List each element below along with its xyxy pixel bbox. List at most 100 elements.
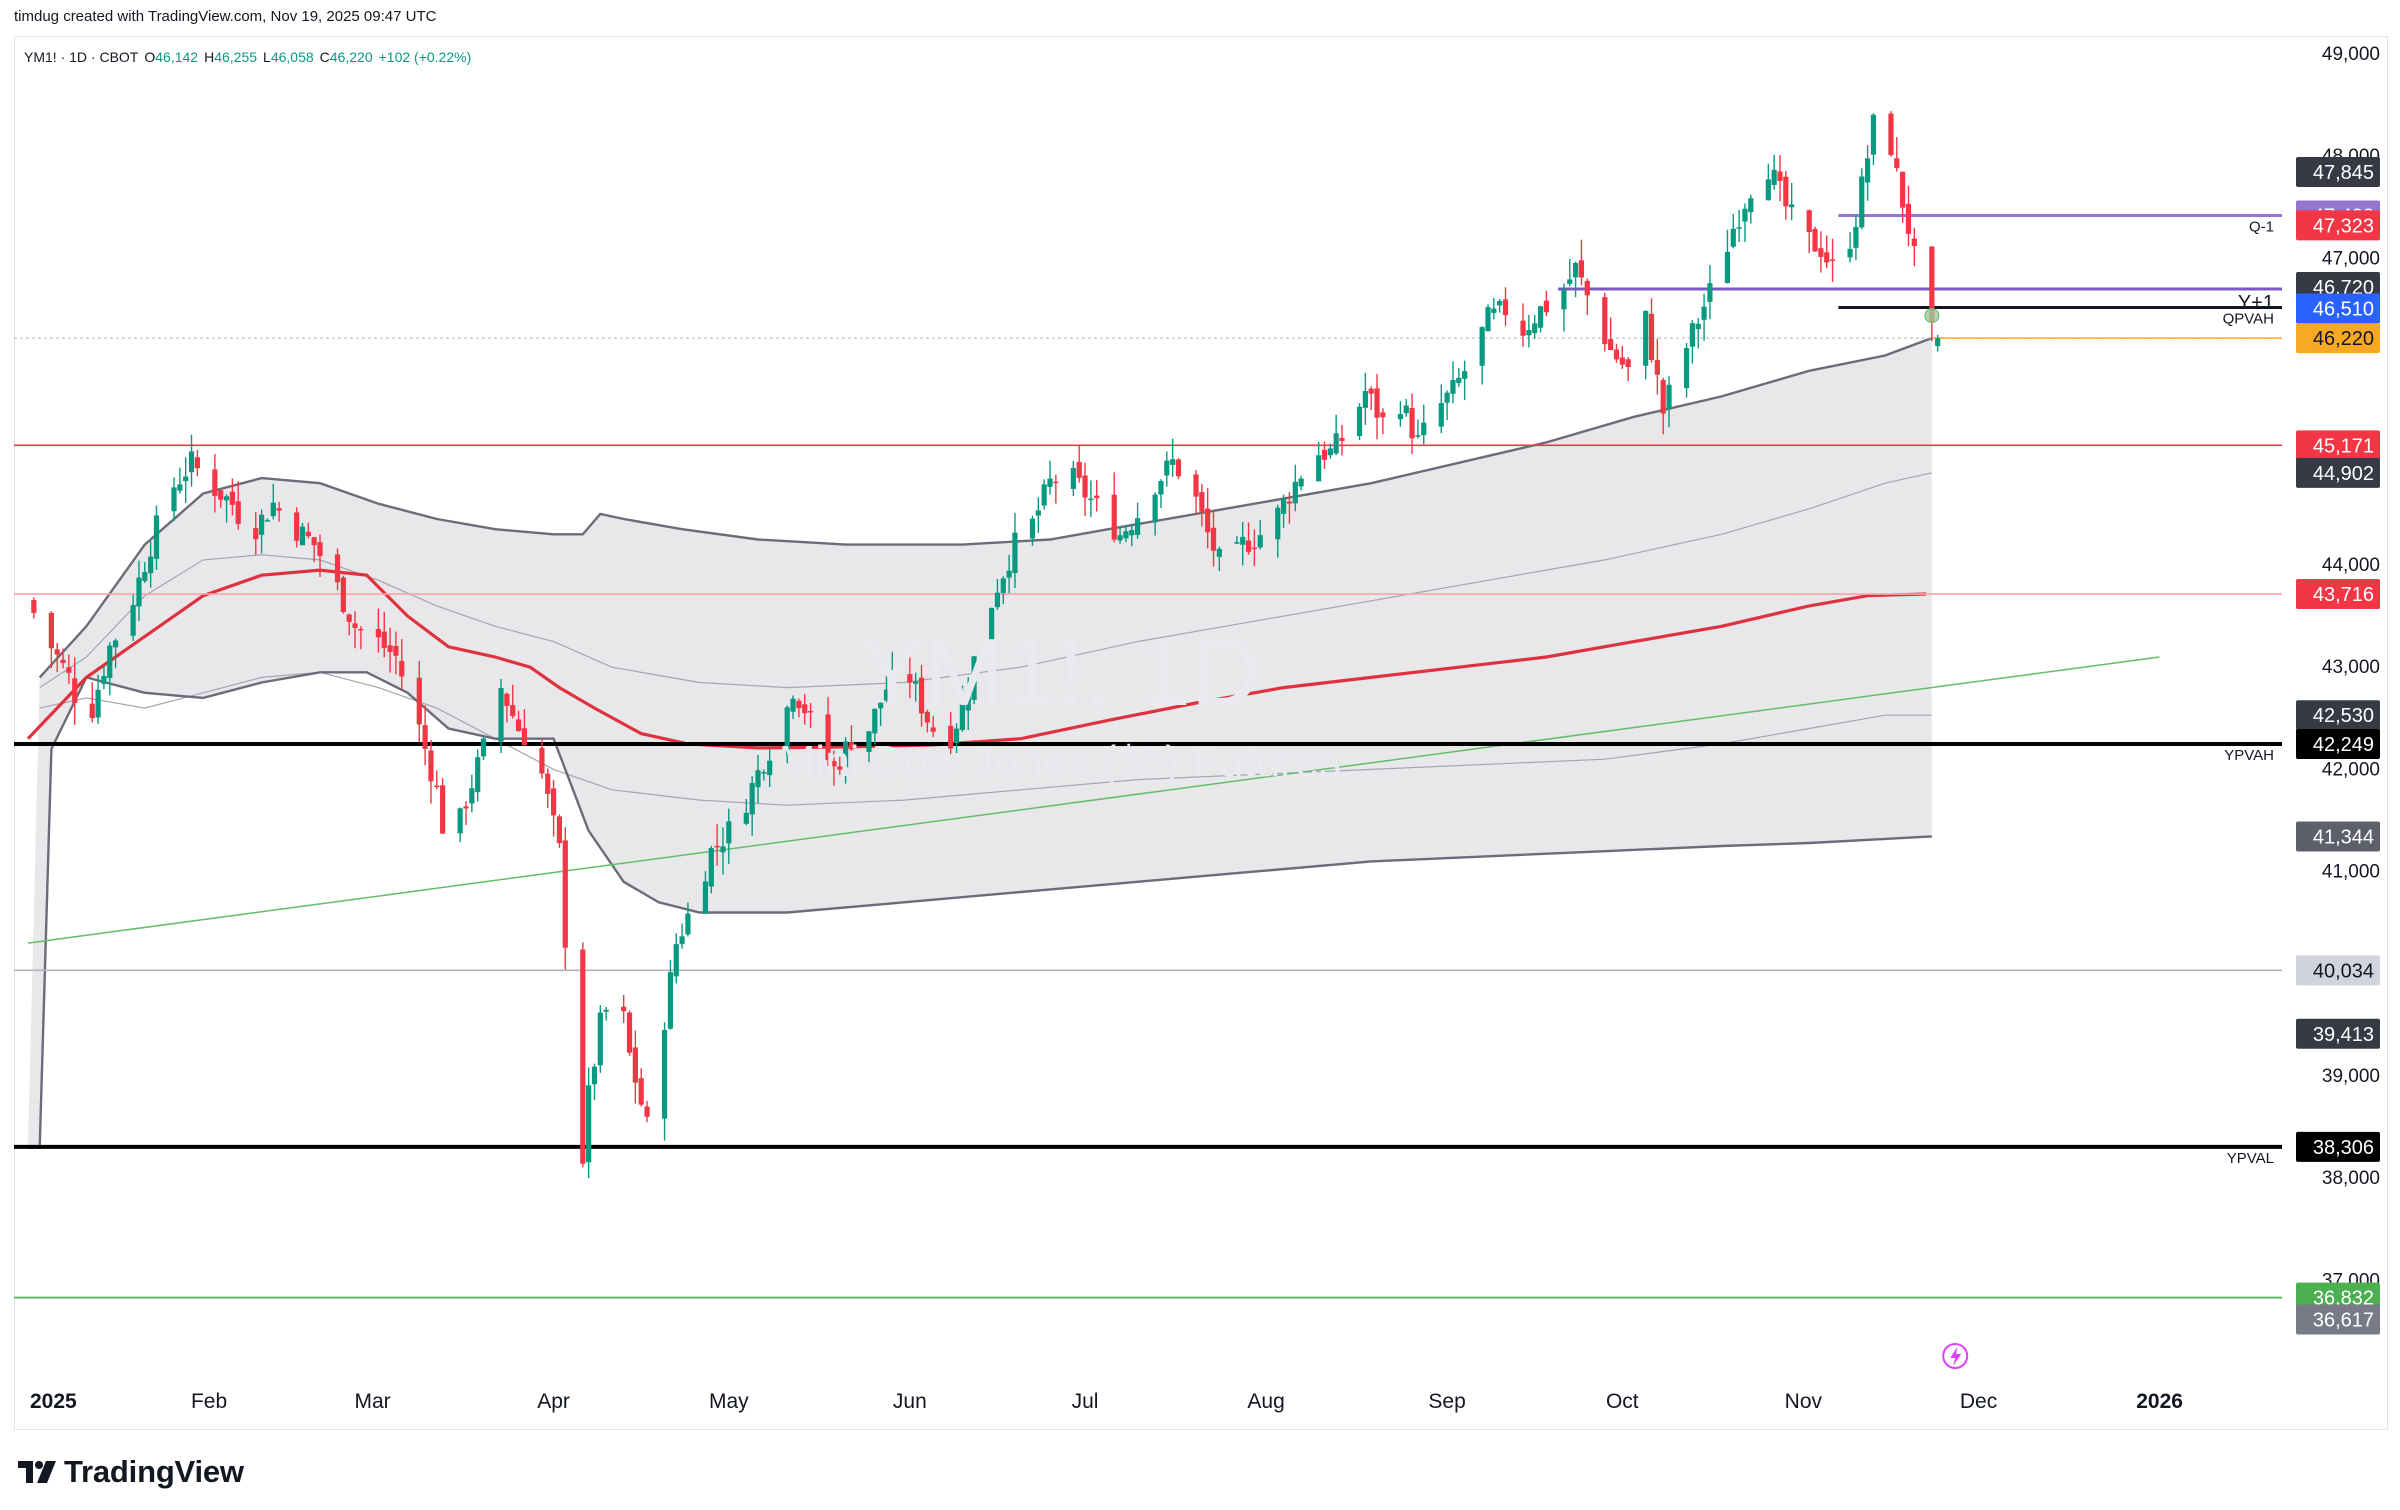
price-badge: 45,171 (2296, 430, 2380, 461)
candle (953, 723, 960, 760)
candle (259, 509, 265, 554)
candle (1298, 475, 1304, 491)
legend-open-label: O (144, 49, 156, 65)
candle (457, 807, 463, 843)
x-tick-label: Oct (1606, 1390, 1639, 1413)
candle-body (1129, 530, 1135, 536)
candle-body (1444, 392, 1450, 403)
candle (1502, 287, 1509, 327)
candle (1333, 414, 1339, 456)
candle (1894, 137, 1900, 172)
candle-body (352, 623, 358, 628)
candle (148, 541, 154, 588)
price-badge-label: 39,413 (2313, 1024, 2374, 1046)
candle-body (603, 1009, 609, 1012)
candle-body (510, 705, 516, 717)
candle-body (1403, 405, 1409, 414)
candle (1000, 576, 1006, 605)
candle-body (889, 672, 895, 686)
candle (1789, 183, 1795, 221)
candle (130, 594, 136, 642)
candle (1251, 529, 1257, 566)
candle (393, 631, 399, 675)
candle-body (1362, 390, 1368, 408)
legend-symbol[interactable]: YM1! · 1D · CBOT (24, 49, 139, 65)
candle-body (153, 515, 160, 559)
candle (194, 450, 200, 477)
candle (1316, 442, 1322, 482)
candle-body (621, 1006, 627, 1012)
candle-body (434, 785, 440, 788)
candle (843, 736, 849, 784)
price-badge-label: 42,530 (2313, 705, 2374, 727)
candle (1625, 357, 1631, 382)
candle (387, 627, 393, 673)
candle (1047, 460, 1053, 495)
candle (1707, 265, 1713, 320)
candle (1041, 479, 1047, 510)
candle (1421, 404, 1427, 445)
candle (1006, 554, 1012, 594)
candle (340, 575, 346, 614)
candle-body (597, 1012, 603, 1066)
candle-body (440, 785, 446, 834)
candle (644, 1100, 650, 1123)
candle-body (1648, 313, 1655, 361)
candle (1900, 171, 1906, 223)
x-tick-label: Jun (893, 1390, 927, 1413)
candle (1152, 492, 1158, 536)
flash-icon-bolt (1950, 1347, 1962, 1366)
candle (223, 494, 230, 523)
candle-body (1327, 448, 1333, 456)
candle (1619, 345, 1625, 369)
candle (504, 692, 510, 723)
candle-body (1853, 226, 1859, 248)
candle-body (1047, 478, 1053, 487)
candle-body (1164, 460, 1170, 476)
flash-icon[interactable] (1942, 1343, 1969, 1369)
price-badge: 47,323 (2296, 210, 2380, 241)
candle-body (755, 770, 761, 788)
candle (1695, 317, 1701, 349)
candle (1210, 511, 1217, 567)
candle (726, 808, 732, 864)
band-inner-lower-line (39, 671, 1932, 806)
price-badge-label: 44,902 (2313, 463, 2374, 485)
tradingview-logo[interactable]: TradingView (18, 1452, 244, 1492)
candle-body (1333, 433, 1339, 454)
candle (1812, 226, 1818, 252)
candle (1175, 457, 1182, 480)
candle (1415, 419, 1421, 439)
candle (428, 740, 434, 804)
candle-body (130, 605, 136, 636)
candle (1356, 402, 1363, 441)
candle (1199, 484, 1205, 527)
candle-body (720, 846, 726, 853)
candle-body (188, 451, 195, 473)
candle-body (591, 1066, 598, 1085)
candle (375, 608, 381, 653)
candle-body (825, 714, 831, 761)
candle (714, 824, 720, 866)
candle (1368, 386, 1374, 411)
price-badge-label: 40,034 (2313, 960, 2374, 982)
legend-close: 46,220 (329, 49, 373, 65)
candle (1409, 393, 1415, 455)
y-tick-label: 47,000 (2322, 248, 2380, 269)
candle (1374, 374, 1380, 440)
candle-body (989, 607, 995, 651)
candle (1829, 238, 1836, 282)
candle-body (89, 703, 95, 719)
candle (1257, 519, 1263, 550)
candle (837, 756, 843, 775)
candle (580, 942, 586, 1168)
price-chart[interactable]: 49,00048,00047,00044,00043,00042,00041,0… (0, 0, 2400, 1440)
price-badge-label: 46,510 (2313, 298, 2374, 320)
candle-body (1847, 248, 1853, 258)
candle (562, 827, 568, 970)
candle (848, 725, 855, 751)
candle-body (907, 674, 913, 683)
candle-body (843, 741, 849, 768)
candle-body (498, 688, 504, 742)
candle-body (1730, 228, 1736, 247)
